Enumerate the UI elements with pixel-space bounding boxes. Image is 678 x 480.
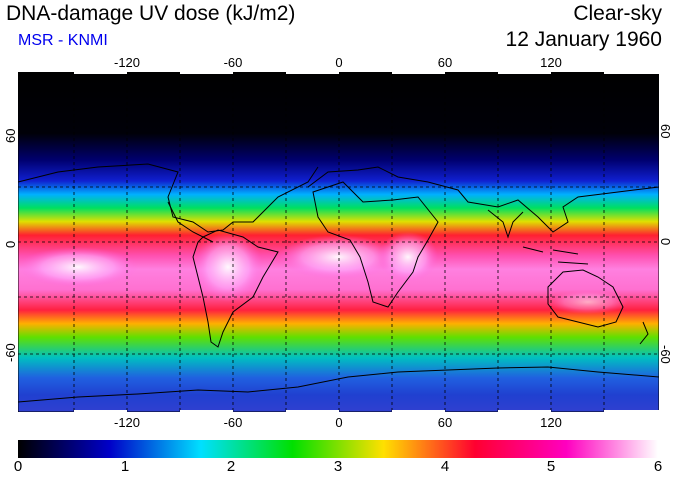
outline-north-america: [18, 163, 319, 233]
lat-tick-right: 0: [658, 238, 673, 246]
colorbar-label: 2: [226, 458, 236, 475]
outline-antarctica: [18, 366, 659, 403]
lon-tick-bottom: 120: [540, 415, 562, 430]
colorbar: [18, 440, 658, 458]
outline-new-zealand: [639, 321, 649, 345]
lon-tick-bottom: 0: [335, 415, 343, 430]
colorbar-label: 4: [440, 458, 450, 475]
outline-europe: [307, 166, 429, 188]
outline-indonesia: [522, 246, 589, 265]
outline-south-america: [192, 229, 279, 348]
map-title: DNA-damage UV dose (kJ/m2): [6, 2, 296, 25]
lon-tick-top: 0: [335, 55, 343, 70]
date-label: 12 January 1960: [505, 28, 662, 51]
colorbar-label: 5: [546, 458, 556, 475]
lon-tick-top: 60: [437, 55, 453, 70]
colorbar-label: 1: [120, 458, 130, 475]
lat-tick-right: 60: [658, 124, 673, 139]
uv-dose-map: [18, 72, 659, 412]
graticule: [18, 72, 659, 412]
colorbar-label: 6: [653, 458, 663, 475]
hotspot-australia: [548, 290, 628, 314]
lon-tick-top: -120: [113, 55, 141, 70]
lat-tick-right: -60: [658, 345, 673, 364]
lon-tick-bottom: 60: [437, 415, 453, 430]
outline-asia: [427, 181, 659, 233]
outline-africa: [312, 181, 439, 308]
hotspot-africa: [378, 232, 438, 282]
hotspot-pacific: [18, 247, 138, 287]
lon-tick-bottom: -60: [223, 415, 243, 430]
lat-tick-left: 0: [3, 240, 18, 248]
colorbar-label: 3: [333, 458, 343, 475]
lat-tick-left: 60: [3, 128, 18, 143]
hotspot-south-america: [193, 232, 263, 302]
lon-tick-top: 120: [540, 55, 562, 70]
colorbar-label: 0: [13, 458, 23, 475]
lat-tick-left: -60: [3, 343, 18, 362]
sky-condition: Clear-sky: [573, 2, 662, 25]
source-label: MSR - KNMI: [18, 32, 108, 49]
outline-australia: [547, 269, 624, 328]
lon-tick-top: -60: [223, 55, 243, 70]
hotspot-south-atlantic: [278, 235, 398, 279]
lon-tick-bottom: -120: [113, 415, 141, 430]
